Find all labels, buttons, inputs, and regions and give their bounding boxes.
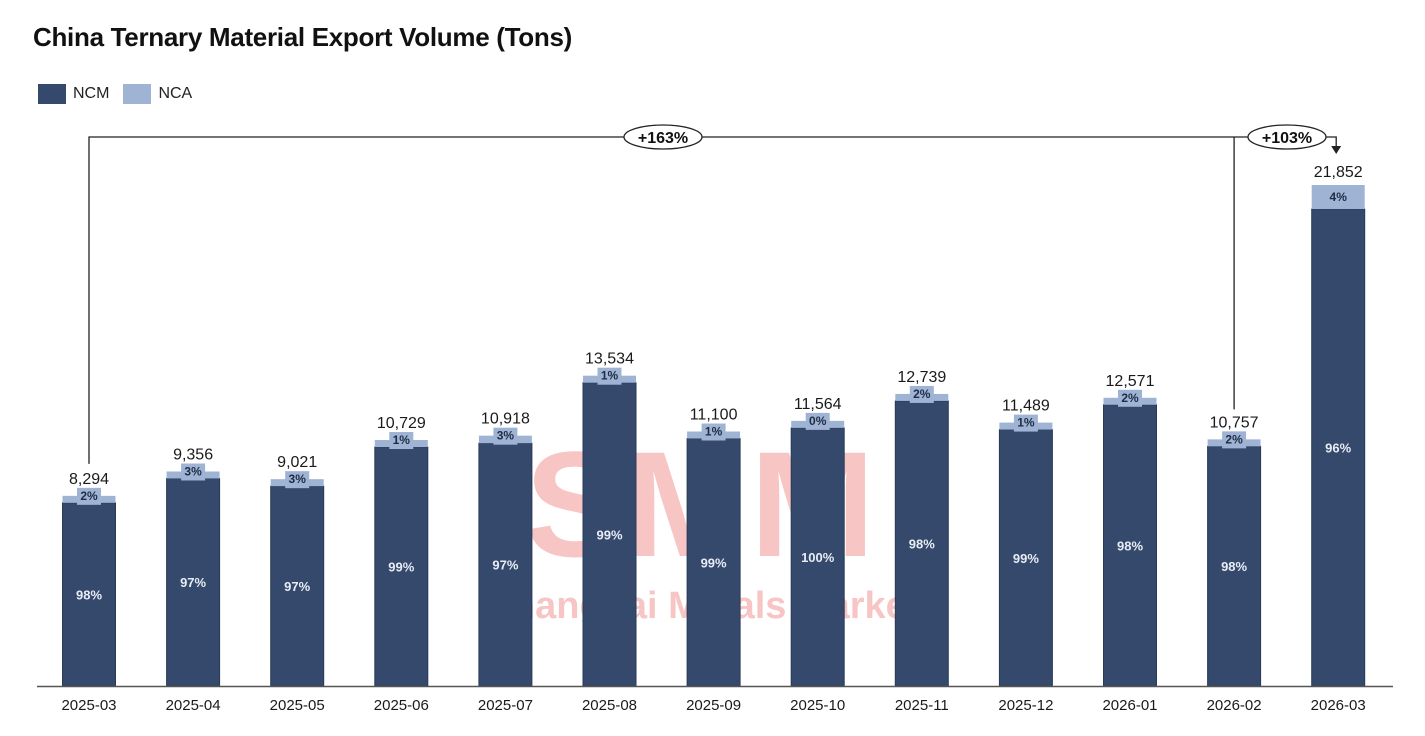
- bar-ncm: [1311, 208, 1366, 687]
- ncm-share-label: 98%: [1221, 559, 1247, 574]
- x-tick-label: 2025-03: [61, 697, 116, 714]
- bar-group: [998, 422, 1053, 687]
- legend-label-nca: NCA: [158, 85, 193, 102]
- ncm-share-label: 96%: [1325, 441, 1351, 456]
- nca-label-chip: [701, 423, 726, 441]
- legend-swatch-ncm: [38, 84, 66, 104]
- ncm-share-label: 97%: [284, 579, 310, 594]
- bar-ncm: [478, 442, 533, 687]
- nca-label-chip: [285, 471, 310, 489]
- x-tick-label: 2025-05: [270, 697, 325, 714]
- x-tick-label: 2026-02: [1207, 697, 1262, 714]
- arrow-head-icon: [1331, 146, 1342, 154]
- x-tick-label: 2026-03: [1311, 697, 1366, 714]
- ncm-share-label: 97%: [492, 558, 518, 573]
- bar-total-label: 12,571: [1106, 373, 1155, 390]
- nca-label-chip: [181, 463, 206, 481]
- bar-total-label: 13,534: [585, 351, 634, 368]
- legend-item-ncm: NCM: [38, 84, 109, 104]
- bar-total-label: 11,100: [690, 407, 738, 424]
- bar-total-label: 11,564: [794, 396, 842, 413]
- bar-group: [790, 420, 845, 687]
- ncm-share-label: 99%: [388, 560, 414, 575]
- bar-nca: [1311, 185, 1365, 209]
- annotation-oval: [1247, 124, 1327, 150]
- annotation-label-163: +163%: [638, 130, 688, 147]
- nca-label-chip: [909, 385, 934, 403]
- ncm-share-label: 99%: [596, 527, 622, 542]
- bar-ncm: [686, 438, 741, 687]
- nca-share-label: 0%: [809, 414, 827, 428]
- bar-ncm: [1103, 404, 1157, 687]
- annotation-label-103: +103%: [1262, 130, 1312, 147]
- bar-ncm: [582, 382, 637, 687]
- bar-total-label: 12,739: [897, 369, 946, 386]
- bar-group: [1311, 185, 1366, 687]
- x-tick-label: 2025-07: [478, 697, 533, 714]
- bar-total-label: 11,489: [1002, 398, 1050, 415]
- bar-total-label: 9,356: [173, 446, 213, 463]
- bar-ncm: [1207, 445, 1262, 687]
- ncm-share-label: 99%: [1013, 551, 1039, 566]
- nca-share-label: 1%: [601, 369, 619, 383]
- nca-share-label: 2%: [80, 489, 98, 503]
- growth-bracket-line: [88, 136, 1337, 464]
- x-tick-label: 2025-10: [790, 697, 845, 714]
- x-tick-label: 2025-08: [582, 697, 637, 714]
- legend-label-ncm: NCM: [73, 85, 110, 102]
- legend: NCM NCA: [38, 84, 198, 104]
- bar-group: [1207, 439, 1262, 687]
- bar-group: [686, 431, 741, 687]
- chart-title: China Ternary Material Export Volume (To…: [33, 22, 572, 52]
- bar-ncm: [894, 400, 949, 687]
- nca-share-label: 2%: [1121, 391, 1139, 405]
- nca-share-label: 2%: [913, 387, 931, 401]
- nca-label-chip: [805, 412, 830, 430]
- nca-share-label: 2%: [1225, 432, 1243, 446]
- ncm-share-label: 100%: [801, 550, 835, 565]
- nca-share-label: 1%: [1017, 416, 1035, 430]
- bar-total-label: 9,021: [277, 454, 317, 471]
- legend-swatch-nca: [123, 84, 152, 104]
- bar-group: [1103, 397, 1157, 687]
- bar-total-label: 10,757: [1210, 414, 1259, 431]
- bar-ncm: [62, 502, 116, 687]
- nca-share-label: 1%: [705, 425, 723, 439]
- ncm-share-label: 97%: [180, 575, 206, 590]
- bar-total-label: 10,918: [481, 411, 530, 428]
- bar-total-label: 8,294: [69, 471, 109, 488]
- ncm-share-label: 98%: [1117, 538, 1143, 553]
- ncm-share-label: 98%: [909, 536, 935, 551]
- x-tick-label: 2025-06: [374, 697, 429, 714]
- x-tick-label: 2025-09: [686, 697, 741, 714]
- x-tick-label: 2025-11: [895, 697, 949, 714]
- legend-item-nca: NCA: [123, 84, 192, 104]
- nca-share-label: 1%: [393, 433, 411, 447]
- nca-share-label: 3%: [184, 464, 202, 478]
- bar-total-label: 10,729: [377, 415, 426, 432]
- x-axis: 2025-03 2025-04 2025-05 2025-06 2025-07 2025-…: [37, 685, 1393, 714]
- nca-share-label: 3%: [497, 429, 515, 443]
- x-tick-label: 2025-12: [998, 697, 1053, 714]
- nca-label-chip: [1222, 431, 1247, 449]
- annotation-oval: [623, 124, 703, 150]
- bar-ncm: [998, 429, 1053, 687]
- bar-total-label: 21,852: [1314, 164, 1363, 181]
- nca-label-chip: [389, 432, 414, 450]
- nca-label-chip: [597, 367, 622, 385]
- nca-share-label: 3%: [289, 472, 307, 486]
- bar-ncm: [790, 427, 845, 687]
- nca-label-chip: [493, 427, 518, 445]
- ncm-share-label: 98%: [76, 587, 102, 602]
- x-tick-label: 2026-01: [1102, 697, 1157, 714]
- annotations-layer: +163% +103%: [88, 124, 1342, 464]
- ncm-share-label: 99%: [701, 555, 727, 570]
- nca-label-chip: [1013, 414, 1038, 432]
- labels-layer: 2%8,29498%3%9,35697%3%9,02197%1%10,72999…: [69, 164, 1363, 602]
- nca-label-chip: [1118, 389, 1142, 407]
- nca-share-label: 4%: [1330, 190, 1348, 204]
- nca-label-chip: [77, 487, 101, 505]
- x-tick-label: 2025-04: [166, 697, 221, 714]
